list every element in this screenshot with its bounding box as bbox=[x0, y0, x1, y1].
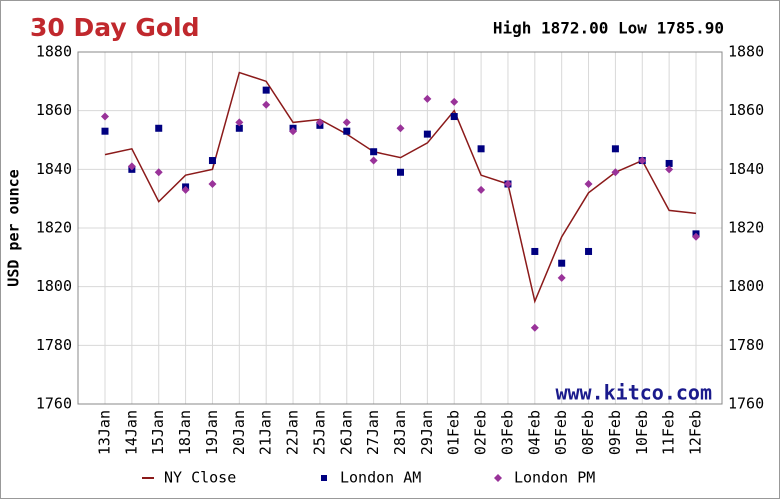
london-pm-point bbox=[342, 118, 351, 127]
y-tick-label: 1840 bbox=[36, 160, 72, 178]
london-am-point bbox=[450, 113, 458, 121]
x-tick-label: 20Jan bbox=[230, 410, 248, 455]
legend-swatch bbox=[321, 475, 327, 481]
x-tick-label: 13Jan bbox=[96, 410, 114, 455]
x-tick-label: 18Jan bbox=[176, 410, 194, 455]
y2-tick-label: 1780 bbox=[728, 336, 764, 354]
london-pm-point bbox=[396, 124, 405, 133]
london-am-point bbox=[343, 127, 351, 135]
london-am-point bbox=[155, 124, 163, 132]
ny-close-line bbox=[104, 71, 697, 304]
y-tick-label: 1780 bbox=[36, 336, 72, 354]
legend-label: London PM bbox=[514, 469, 595, 487]
london-pm-point bbox=[127, 162, 136, 171]
y2-tick-label: 1880 bbox=[728, 43, 764, 61]
y2-tick-label: 1760 bbox=[728, 395, 764, 413]
london-pm-point bbox=[477, 185, 486, 194]
london-pm-point bbox=[692, 232, 700, 241]
london-am-point bbox=[423, 130, 431, 138]
y-tick-label: 1800 bbox=[36, 277, 72, 295]
london-pm-point bbox=[450, 97, 459, 106]
y-tick-label: 1880 bbox=[36, 43, 72, 61]
london-pm-point bbox=[665, 165, 674, 174]
london-am-point bbox=[611, 145, 619, 153]
london-pm-point bbox=[154, 168, 163, 177]
london-pm-point bbox=[638, 156, 647, 165]
y2-tick-label: 1860 bbox=[728, 101, 764, 119]
plot-border bbox=[77, 51, 723, 405]
y-axis-label: USD per ounce bbox=[5, 169, 23, 286]
x-tick-label: 08Feb bbox=[579, 410, 597, 455]
x-tick-label: 04Feb bbox=[525, 410, 543, 455]
london-pm-point bbox=[315, 118, 324, 127]
london-pm-point bbox=[369, 156, 378, 165]
london-pm-point bbox=[262, 100, 271, 109]
x-tick-label: 03Feb bbox=[498, 410, 516, 455]
x-tick-label: 02Feb bbox=[472, 410, 490, 455]
y-tick-label: 1860 bbox=[36, 101, 72, 119]
london-pm-point bbox=[235, 118, 244, 127]
london-am-point bbox=[370, 148, 378, 156]
london-am-point bbox=[531, 247, 539, 255]
x-tick-label: 29Jan bbox=[418, 410, 436, 455]
london-am-point bbox=[101, 127, 109, 135]
legend-label: London AM bbox=[340, 469, 421, 487]
x-tick-label: 19Jan bbox=[203, 410, 221, 455]
london-am-point bbox=[477, 145, 485, 153]
london-pm-point bbox=[503, 180, 512, 188]
london-am-point bbox=[665, 159, 673, 167]
y-tick-label: 1760 bbox=[36, 395, 72, 413]
x-tick-label: 26Jan bbox=[337, 410, 355, 455]
london-pm-point bbox=[181, 185, 190, 194]
chart-title: 30 Day Gold bbox=[30, 13, 200, 42]
x-tick-label: 14Jan bbox=[122, 410, 140, 455]
london-am-point bbox=[558, 259, 566, 267]
x-tick-label: 09Feb bbox=[606, 410, 624, 455]
london-am-point bbox=[235, 124, 243, 132]
london-pm-point bbox=[584, 180, 593, 188]
london-pm-point bbox=[557, 273, 566, 282]
london-pm-point bbox=[208, 180, 217, 188]
y2-tick-label: 1840 bbox=[728, 160, 764, 178]
x-tick-label: 15Jan bbox=[149, 410, 167, 455]
london-pm-point bbox=[611, 168, 620, 177]
x-tick-label: 05Feb bbox=[552, 410, 570, 455]
high-low: High 1872.00 Low 1785.90 bbox=[493, 19, 724, 38]
x-tick-label: 10Feb bbox=[633, 410, 651, 455]
london-am-point bbox=[208, 157, 216, 165]
x-tick-label: 21Jan bbox=[257, 410, 275, 455]
x-tick-label: 11Feb bbox=[660, 410, 678, 455]
x-tick-label: 28Jan bbox=[391, 410, 409, 455]
y-tick-label: 1820 bbox=[36, 219, 72, 237]
london-pm-point bbox=[530, 323, 539, 332]
legend-label: NY Close bbox=[164, 469, 236, 487]
legend-swatch bbox=[494, 474, 502, 482]
london-pm-point bbox=[101, 112, 109, 121]
x-tick-label: 01Feb bbox=[445, 410, 463, 455]
london-am-point bbox=[397, 168, 404, 176]
london-pm-point bbox=[423, 94, 432, 103]
watermark: www.kitco.com bbox=[555, 381, 712, 405]
x-tick-label: 22Jan bbox=[284, 410, 302, 455]
london-pm-point bbox=[289, 127, 298, 136]
london-am-point bbox=[585, 247, 593, 255]
x-tick-label: 27Jan bbox=[364, 410, 382, 455]
london-am-point bbox=[262, 86, 270, 94]
x-tick-label: 25Jan bbox=[310, 410, 328, 455]
y2-tick-label: 1820 bbox=[728, 219, 764, 237]
y2-tick-label: 1800 bbox=[728, 277, 764, 295]
x-tick-label: 12Feb bbox=[687, 410, 705, 455]
